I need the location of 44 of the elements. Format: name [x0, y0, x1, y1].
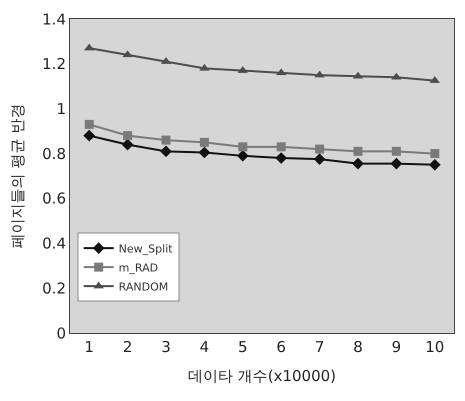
y-tick-label: 0.6 [42, 190, 66, 208]
point [200, 138, 209, 147]
point [276, 68, 286, 76]
point [430, 149, 440, 158]
x-tick-label: 1 [84, 338, 94, 356]
point [84, 120, 94, 129]
x-tick-label: 7 [314, 338, 324, 356]
y-tick-label: 0.8 [42, 144, 66, 163]
x-tick-label: 8 [353, 338, 363, 356]
point [123, 131, 132, 140]
x-tick-label: 10 [425, 338, 444, 356]
x-tick-label: 3 [161, 338, 171, 356]
point [198, 146, 210, 158]
legend-label: New_Split [118, 242, 174, 256]
point [314, 153, 326, 166]
x-tick-label: 9 [392, 338, 402, 356]
y-tick-label: 0.2 [42, 279, 66, 298]
x-tick-label: 5 [238, 338, 248, 356]
x-axis-title: 데이타 개수(x10000) [188, 367, 336, 385]
point [162, 136, 170, 145]
point [236, 150, 249, 162]
x-tick-label: 4 [200, 338, 210, 356]
point [354, 146, 362, 156]
point [352, 158, 364, 170]
legend-label: RANDOM [118, 280, 168, 294]
point [276, 142, 286, 152]
x-tick-label: 2 [122, 338, 132, 356]
point [83, 130, 96, 142]
point [122, 138, 134, 150]
x-tick-label: 6 [276, 338, 286, 356]
point [275, 152, 288, 164]
point [238, 142, 248, 152]
point [160, 145, 172, 158]
y-tick-label: 0.4 [42, 234, 66, 253]
y-axis-title: 페이지들의 평균 반경 [8, 104, 26, 248]
point [428, 158, 441, 171]
point [390, 158, 402, 170]
y-tick-label: 1.2 [42, 55, 66, 74]
y-tick-label: 1 [56, 100, 66, 118]
point [315, 144, 324, 154]
legend-label: m_RAD [118, 261, 158, 274]
y-tick-label: 0 [56, 324, 66, 342]
y-tick-label: 1.4 [42, 10, 66, 28]
point [392, 146, 401, 156]
